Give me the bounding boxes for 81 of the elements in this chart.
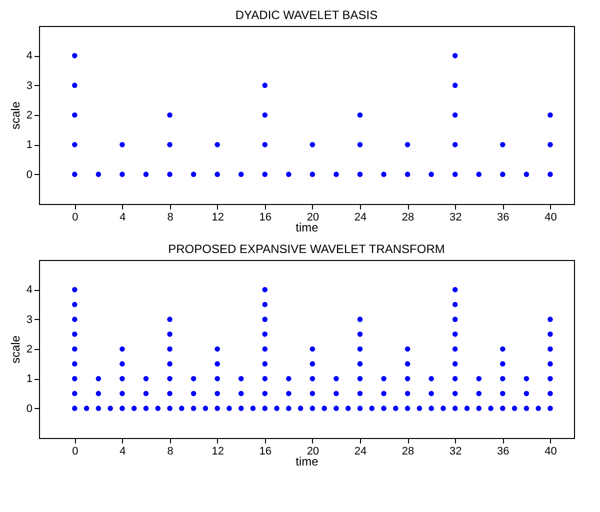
chart-title: DYADIC WAVELET BASIS	[235, 8, 378, 22]
point	[262, 82, 268, 88]
point	[428, 172, 434, 177]
point	[404, 172, 410, 177]
x-tick-label: 8	[167, 212, 174, 224]
y-tick-label: 2	[26, 344, 32, 356]
y-tick-label: 3	[26, 80, 32, 92]
point	[238, 172, 244, 177]
point	[548, 112, 553, 118]
point	[262, 112, 268, 118]
point	[72, 53, 78, 58]
point	[500, 142, 506, 148]
point	[167, 112, 172, 118]
x-tick-label: 36	[497, 212, 510, 224]
point	[143, 172, 149, 177]
point	[190, 172, 196, 177]
y-tick-label: 0	[26, 168, 32, 181]
x-tick-label: 40	[544, 446, 557, 458]
point	[452, 82, 458, 88]
point	[404, 142, 410, 148]
x-tick-label: 28	[402, 446, 414, 458]
x-tick-label: 32	[449, 212, 462, 224]
x-tick-label: 40	[544, 212, 557, 224]
point	[357, 112, 363, 118]
x-axis-title: time	[296, 454, 319, 468]
x-tick-label: 12	[212, 212, 224, 224]
point	[548, 172, 553, 177]
point	[357, 142, 363, 148]
point	[72, 172, 78, 177]
x-axis-title: time	[296, 220, 319, 234]
x-tick-label: 4	[120, 446, 126, 458]
point	[524, 172, 530, 177]
point	[286, 172, 292, 177]
y-tick-label: 2	[26, 110, 32, 122]
point	[262, 172, 268, 177]
y-tick-label: 3	[26, 314, 32, 326]
point	[452, 142, 458, 148]
point	[310, 142, 316, 148]
point	[167, 142, 172, 148]
point	[452, 112, 458, 118]
x-tick-label: 36	[497, 446, 510, 458]
x-tick-label: 0	[72, 212, 78, 224]
x-tick-label: 24	[354, 446, 367, 458]
point	[500, 172, 506, 177]
y-tick-label: 4	[26, 284, 32, 296]
x-tick-label: 8	[167, 446, 174, 458]
point	[548, 142, 553, 148]
point	[96, 172, 102, 177]
y-tick-label: 4	[26, 50, 32, 62]
point	[310, 172, 316, 177]
x-tick-label: 0	[72, 446, 78, 458]
x-tick-label: 20	[306, 212, 320, 224]
point	[452, 53, 458, 58]
point	[167, 172, 172, 177]
point	[72, 112, 78, 118]
point	[214, 142, 220, 148]
x-tick-label: 32	[449, 446, 462, 458]
x-tick-label: 4	[120, 212, 126, 224]
point	[476, 172, 482, 177]
x-tick-label: 12	[212, 446, 224, 458]
y-axis-title: scale	[8, 335, 22, 364]
point	[262, 142, 268, 148]
point	[120, 172, 125, 177]
x-tick-label: 16	[259, 212, 272, 224]
point	[72, 142, 78, 148]
chart-title: PROPOSED EXPANSIVE WAVELET TRANSFORM	[168, 242, 445, 256]
x-tick-label: 24	[354, 212, 367, 224]
y-tick-label: 1	[26, 139, 32, 152]
x-tick-label: 28	[402, 212, 414, 224]
point	[334, 172, 339, 177]
y-tick-label: 0	[26, 402, 32, 415]
point	[214, 172, 220, 177]
point	[357, 172, 363, 177]
point	[452, 172, 458, 177]
point	[72, 82, 78, 88]
y-tick-label: 1	[26, 373, 32, 386]
point	[120, 142, 125, 148]
point	[381, 172, 386, 177]
x-tick-label: 20	[306, 446, 320, 458]
y-axis-title: scale	[8, 101, 22, 130]
x-tick-label: 16	[259, 446, 272, 458]
